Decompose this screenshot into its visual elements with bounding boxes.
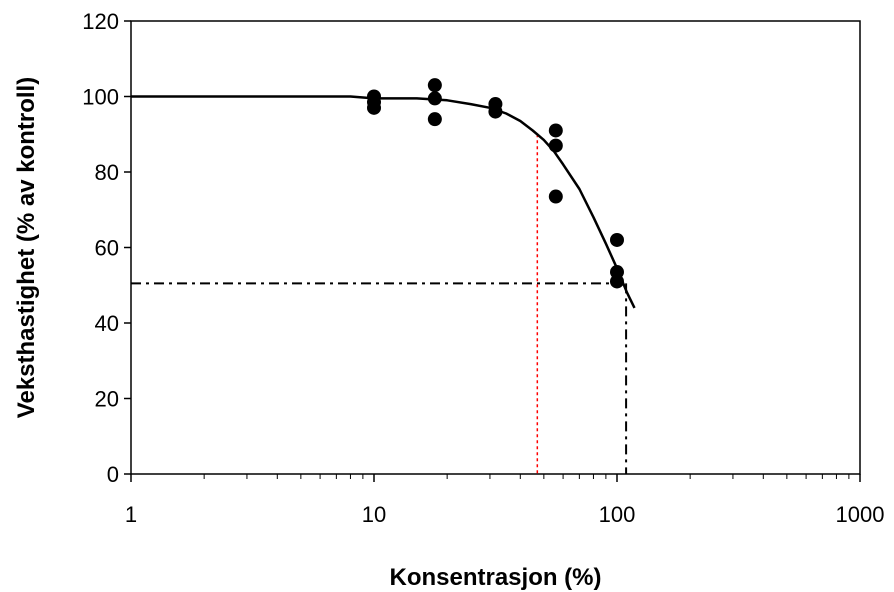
y-tick-label: 60 — [95, 236, 119, 261]
data-point — [610, 232, 624, 247]
data-point — [548, 189, 563, 204]
data-point — [427, 112, 442, 127]
x-tick-label: 1000 — [836, 502, 885, 527]
data-point — [427, 91, 442, 106]
plot-area — [130, 20, 861, 475]
data-point — [367, 100, 381, 115]
y-tick-label: 80 — [95, 160, 119, 185]
fitted-curve — [131, 95, 636, 309]
data-point — [488, 104, 503, 119]
y-tick-label: 40 — [95, 311, 119, 336]
plot-frame — [130, 20, 861, 475]
data-point — [548, 123, 563, 138]
y-tick-label: 0 — [107, 462, 119, 487]
y-tick-label: 20 — [95, 387, 119, 412]
x-tick-label: 100 — [599, 502, 636, 527]
x-tick-label: 1 — [125, 502, 137, 527]
x-axis: 1 10 100 1000 — [125, 474, 885, 527]
data-point — [427, 78, 442, 93]
y-axis-title: Veksthastighet (% av kontroll) — [13, 77, 40, 418]
data-point — [610, 274, 624, 289]
data-point — [548, 138, 563, 153]
y-tick-label: 100 — [82, 85, 119, 110]
y-tick-label: 120 — [82, 9, 119, 34]
x-axis-title: Konsentrasjon (%) — [389, 564, 601, 591]
x-tick-label: 10 — [362, 502, 386, 527]
y-axis: 0 20 40 60 80 100 120 — [82, 9, 131, 487]
